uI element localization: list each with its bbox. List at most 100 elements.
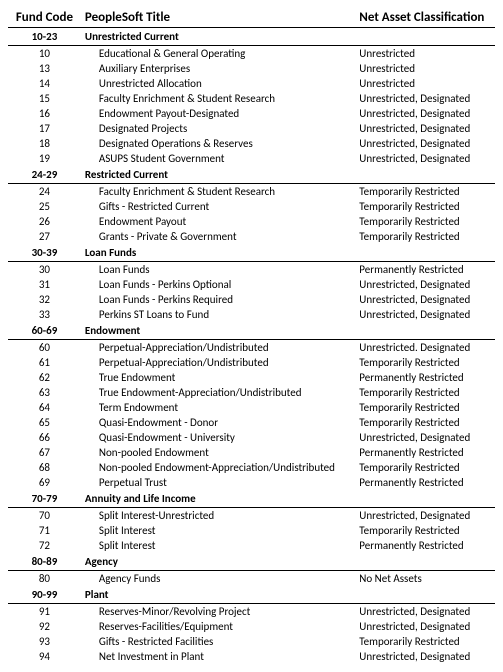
cell-fund-code: 66 (8, 430, 81, 445)
cell-title: Perpetual-Appreciation/Undistributed (81, 340, 355, 356)
section-range: 60-69 (8, 322, 81, 340)
cell-title: Perpetual-Appreciation/Undistributed (81, 355, 355, 370)
table-row: 61Perpetual-Appreciation/UndistributedTe… (8, 355, 495, 370)
section-header: 80-89Agency (8, 553, 495, 571)
cell-classification: Unrestricted, Designated (355, 151, 495, 166)
cell-title: Faculty Enrichment & Student Research (81, 184, 355, 200)
cell-classification: Temporarily Restricted (355, 460, 495, 475)
cell-fund-code: 25 (8, 199, 81, 214)
table-row: 93Gifts - Restricted FacilitiesTemporari… (8, 634, 495, 649)
cell-fund-code: 18 (8, 136, 81, 151)
cell-classification: Temporarily Restricted (355, 523, 495, 538)
table-row: 62True EndowmentPermanently Restricted (8, 370, 495, 385)
table-row: 70Split Interest-UnrestrictedUnrestricte… (8, 508, 495, 524)
cell-classification: Unrestricted, Designated (355, 91, 495, 106)
cell-title: ASUPS Student Government (81, 151, 355, 166)
cell-title: Auxiliary Enterprises (81, 61, 355, 76)
table-row: 15Faculty Enrichment & Student ResearchU… (8, 91, 495, 106)
cell-classification: Temporarily Restricted (355, 400, 495, 415)
cell-classification: Unrestricted. Designated (355, 340, 495, 356)
cell-title: Loan Funds - Perkins Required (81, 292, 355, 307)
cell-fund-code: 64 (8, 400, 81, 415)
cell-classification: Temporarily Restricted (355, 385, 495, 400)
table-body: 10-23Unrestricted Current10Educational &… (8, 28, 495, 665)
cell-title: True Endowment (81, 370, 355, 385)
section-label: Loan Funds (81, 244, 355, 262)
cell-fund-code: 31 (8, 277, 81, 292)
cell-fund-code: 17 (8, 121, 81, 136)
table-row: 30Loan FundsPermanently Restricted (8, 262, 495, 278)
cell-fund-code: 13 (8, 61, 81, 76)
section-range: 24-29 (8, 166, 81, 184)
table-row: 16Endowment Payout-DesignatedUnrestricte… (8, 106, 495, 121)
cell-fund-code: 30 (8, 262, 81, 278)
cell-fund-code: 92 (8, 619, 81, 634)
cell-title: Split Interest-Unrestricted (81, 508, 355, 524)
cell-classification: Temporarily Restricted (355, 634, 495, 649)
cell-title: Quasi-Endowment - University (81, 430, 355, 445)
cell-classification: Unrestricted (355, 61, 495, 76)
cell-classification: Unrestricted, Designated (355, 292, 495, 307)
section-label: Endowment (81, 322, 355, 340)
section-empty (355, 28, 495, 46)
table-row: 66Quasi-Endowment - UniversityUnrestrict… (8, 430, 495, 445)
cell-classification: Temporarily Restricted (355, 229, 495, 244)
cell-fund-code: 80 (8, 571, 81, 587)
section-range: 80-89 (8, 553, 81, 571)
cell-fund-code: 67 (8, 445, 81, 460)
cell-title: Reserves-Minor/Revolving Project (81, 604, 355, 620)
table-row: 18Designated Operations & ReservesUnrest… (8, 136, 495, 151)
cell-fund-code: 63 (8, 385, 81, 400)
cell-title: Split Interest (81, 538, 355, 553)
table-row: 25Gifts - Restricted CurrentTemporarily … (8, 199, 495, 214)
cell-fund-code: 65 (8, 415, 81, 430)
cell-fund-code: 19 (8, 151, 81, 166)
table-row: 32Loan Funds - Perkins RequiredUnrestric… (8, 292, 495, 307)
cell-classification: Permanently Restricted (355, 475, 495, 490)
cell-classification: Unrestricted (355, 76, 495, 91)
table-row: 80Agency FundsNo Net Assets (8, 571, 495, 587)
header-fund-code: Fund Code (8, 8, 81, 28)
cell-title: Endowment Payout-Designated (81, 106, 355, 121)
table-row: 69Perpetual TrustPermanently Restricted (8, 475, 495, 490)
cell-title: Perpetual Trust (81, 475, 355, 490)
cell-fund-code: 68 (8, 460, 81, 475)
cell-classification: Permanently Restricted (355, 538, 495, 553)
cell-classification: Unrestricted, Designated (355, 307, 495, 322)
cell-title: Endowment Payout (81, 214, 355, 229)
cell-title: Unrestricted Allocation (81, 76, 355, 91)
cell-classification: Unrestricted, Designated (355, 508, 495, 524)
cell-fund-code: 10 (8, 46, 81, 62)
table-row: 26Endowment PayoutTemporarily Restricted (8, 214, 495, 229)
cell-fund-code: 15 (8, 91, 81, 106)
cell-classification: Unrestricted, Designated (355, 106, 495, 121)
cell-fund-code: 69 (8, 475, 81, 490)
table-row: 19ASUPS Student GovernmentUnrestricted, … (8, 151, 495, 166)
cell-title: Split Interest (81, 523, 355, 538)
cell-fund-code: 14 (8, 76, 81, 91)
cell-fund-code: 91 (8, 604, 81, 620)
cell-fund-code: 24 (8, 184, 81, 200)
fund-table: Fund Code PeopleSoft Title Net Asset Cla… (8, 8, 495, 664)
section-empty (355, 322, 495, 340)
section-header: 10-23Unrestricted Current (8, 28, 495, 46)
cell-classification: Unrestricted, Designated (355, 136, 495, 151)
cell-fund-code: 27 (8, 229, 81, 244)
table-row: 33Perkins ST Loans to FundUnrestricted, … (8, 307, 495, 322)
cell-title: True Endowment-Appreciation/Undistribute… (81, 385, 355, 400)
table-row: 67Non-pooled EndowmentPermanently Restri… (8, 445, 495, 460)
cell-title: Quasi-Endowment - Donor (81, 415, 355, 430)
cell-title: Designated Operations & Reserves (81, 136, 355, 151)
cell-classification: Unrestricted, Designated (355, 277, 495, 292)
table-row: 92Reserves-Facilities/EquipmentUnrestric… (8, 619, 495, 634)
section-label: Agency (81, 553, 355, 571)
section-empty (355, 166, 495, 184)
cell-title: Gifts - Restricted Current (81, 199, 355, 214)
section-empty (355, 490, 495, 508)
cell-fund-code: 70 (8, 508, 81, 524)
table-row: 71Split InterestTemporarily Restricted (8, 523, 495, 538)
cell-classification: Temporarily Restricted (355, 355, 495, 370)
cell-classification: Temporarily Restricted (355, 415, 495, 430)
cell-classification: Temporarily Restricted (355, 184, 495, 200)
cell-classification: Unrestricted, Designated (355, 121, 495, 136)
